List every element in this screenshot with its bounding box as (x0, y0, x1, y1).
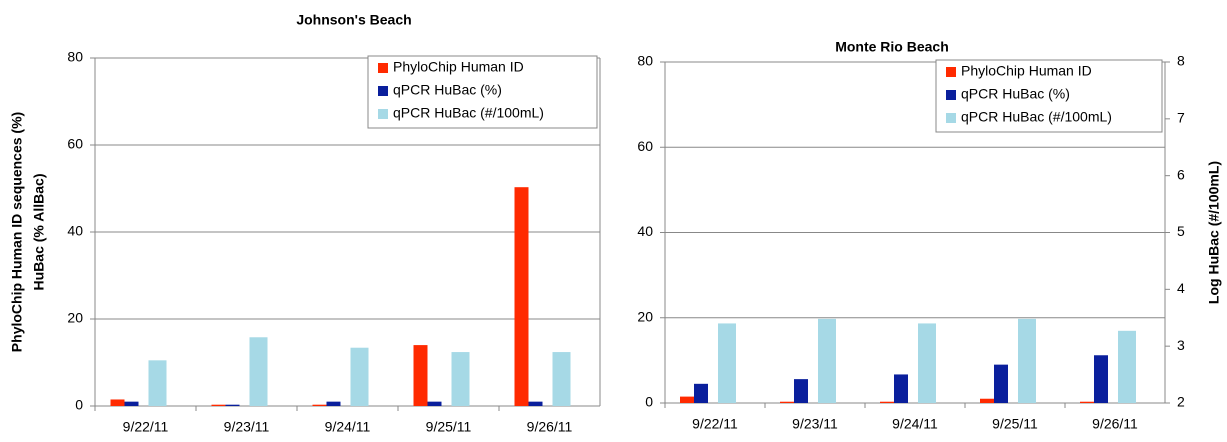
x-tick-label: 9/25/11 (992, 416, 1038, 432)
legend-swatch (946, 67, 956, 77)
bar (780, 401, 794, 403)
y2-tick-label: 6 (1177, 166, 1185, 182)
legend-swatch (946, 90, 956, 100)
x-tick-label: 9/23/11 (792, 416, 838, 432)
y-tick-label: 60 (637, 138, 653, 154)
y2-axis-label: Log HuBac (#/100mL) (1206, 161, 1222, 304)
legend-swatch (946, 113, 956, 123)
bar (124, 401, 139, 406)
bar (413, 345, 428, 406)
bar (994, 364, 1008, 403)
x-tick-label: 9/24/11 (892, 416, 938, 432)
bar (980, 398, 994, 403)
x-tick-label: 9/23/11 (224, 419, 270, 435)
legend-label: PhyloChip Human ID (961, 63, 1092, 79)
y2-tick-label: 4 (1177, 280, 1185, 296)
bar (528, 401, 543, 406)
y-axis-label: HuBac (% AllBac) (31, 174, 47, 291)
bar (894, 374, 908, 403)
legend-label: qPCR HuBac (#/100mL) (961, 109, 1112, 125)
bar (1080, 401, 1094, 403)
y-tick-label: 20 (67, 310, 83, 326)
y-tick-label: 80 (67, 49, 83, 65)
bar (680, 396, 694, 403)
y-tick-label: 80 (637, 53, 653, 69)
legend-swatch (378, 63, 388, 73)
y2-tick-label: 3 (1177, 337, 1185, 353)
bar (1018, 318, 1036, 403)
bar (514, 187, 529, 406)
y-axis-label: PhyloChip Human ID sequences (%) (9, 112, 25, 352)
bar (918, 323, 936, 403)
y2-tick-label: 7 (1177, 110, 1185, 126)
bar (211, 404, 226, 406)
bar (110, 399, 125, 406)
legend-label: qPCR HuBac (%) (961, 86, 1070, 102)
y2-tick-label: 8 (1177, 53, 1185, 69)
bar (312, 404, 327, 406)
x-tick-label: 9/25/11 (426, 419, 472, 435)
bar (880, 401, 894, 403)
bar (794, 379, 808, 403)
bar (249, 337, 268, 406)
y-tick-label: 0 (645, 394, 653, 410)
legend-label: PhyloChip Human ID (393, 59, 524, 75)
bar (818, 318, 836, 403)
bar (1094, 355, 1108, 403)
x-tick-label: 9/24/11 (325, 419, 371, 435)
y-tick-label: 60 (67, 136, 83, 152)
y-tick-label: 40 (67, 223, 83, 239)
x-tick-label: 9/22/11 (692, 416, 738, 432)
x-tick-label: 9/26/11 (1092, 416, 1138, 432)
y-tick-label: 0 (75, 397, 83, 413)
chart-title: Monte Rio Beach (835, 39, 949, 55)
legend-label: qPCR HuBac (%) (393, 82, 502, 98)
y2-tick-label: 5 (1177, 223, 1185, 239)
y2-tick-label: 2 (1177, 394, 1185, 410)
legend-box (367, 55, 598, 129)
bar (451, 352, 470, 406)
bar (552, 352, 571, 406)
bar (718, 323, 736, 403)
chart-title: Johnson's Beach (296, 12, 411, 28)
legend-swatch (378, 86, 388, 96)
bar (427, 401, 442, 406)
bar (148, 360, 167, 406)
bar (694, 383, 708, 403)
x-tick-label: 9/22/11 (123, 419, 169, 435)
bar (326, 401, 341, 406)
legend-label: qPCR HuBac (#/100mL) (393, 105, 544, 121)
y-tick-label: 40 (637, 223, 653, 239)
legend-box (935, 59, 1163, 133)
bar (350, 347, 369, 406)
bar (1118, 330, 1136, 403)
legend-swatch (378, 109, 388, 119)
y-tick-label: 20 (637, 308, 653, 324)
x-tick-label: 9/26/11 (527, 419, 573, 435)
bar (225, 404, 240, 406)
